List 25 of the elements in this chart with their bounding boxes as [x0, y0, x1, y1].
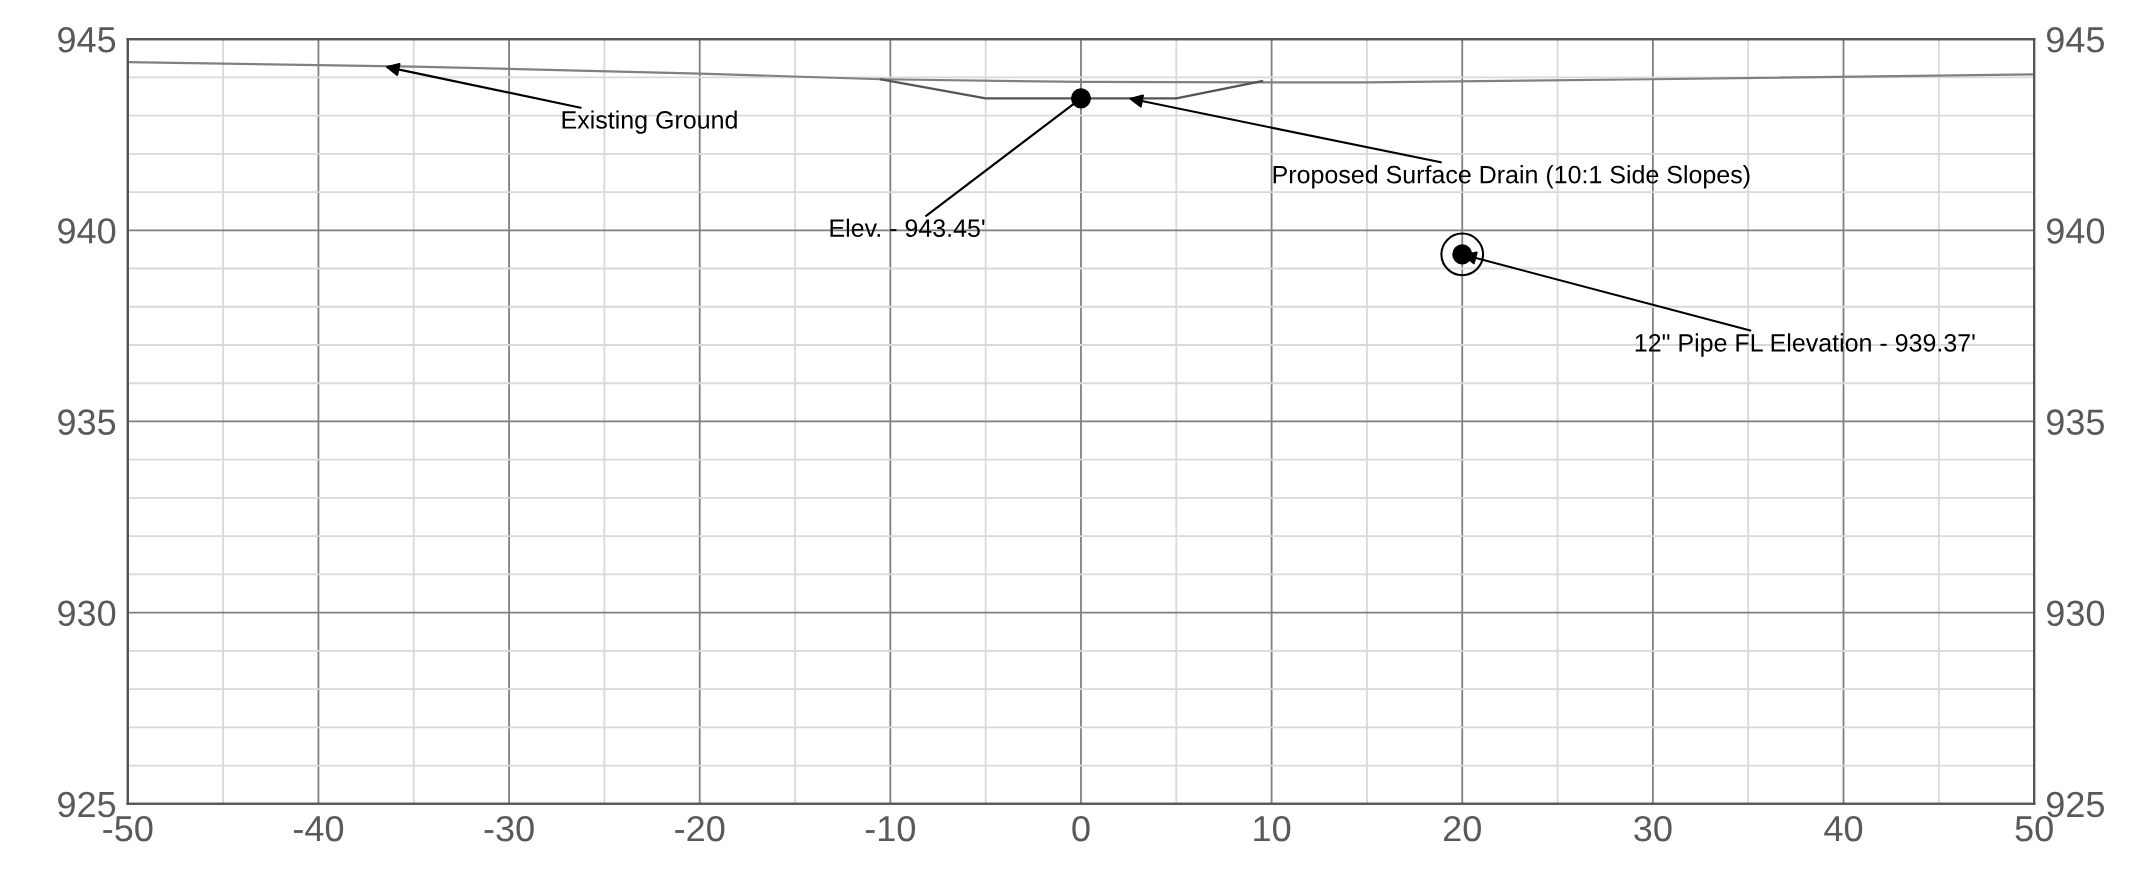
x-tick-label: 10 [1254, 815, 1291, 842]
annotation: Existing Ground [562, 110, 737, 134]
y-tick-label: 940 [58, 218, 116, 244]
y2-tick-label: 935 [2046, 409, 2104, 435]
y-tick-label: 935 [58, 409, 116, 435]
y-tick-label: 945 [58, 26, 116, 53]
annotation: Elev. - 943.45' [830, 218, 985, 237]
x-tick-label: -20 [675, 815, 725, 842]
y2-tick-label: 930 [2046, 600, 2105, 627]
annotation: Proposed Surface Drain (10:1 Side Slopes) [1273, 165, 1750, 189]
y-tick-label: 925 [58, 791, 116, 818]
x-tick-label: -40 [293, 815, 344, 842]
annotation: 12" Pipe FL Elevation - 939.37' [1635, 333, 1975, 357]
y2-tick-label: 945 [2046, 26, 2104, 53]
y-tick-label: 930 [58, 600, 116, 627]
y2-tick-label: 940 [2046, 218, 2105, 244]
x-tick-label: 20 [1443, 815, 1481, 842]
x-tick-label: -10 [865, 815, 916, 842]
y2-tick-label: 925 [2046, 791, 2104, 818]
x-tick-label: 30 [1634, 815, 1672, 842]
x-tick-label: -30 [484, 815, 534, 842]
x-tick-label: 50 [2015, 815, 2053, 842]
x-tick-label: 0 [1072, 815, 1090, 842]
x-tick-label: 40 [1824, 815, 1863, 842]
x-tick-label: -50 [103, 815, 153, 842]
